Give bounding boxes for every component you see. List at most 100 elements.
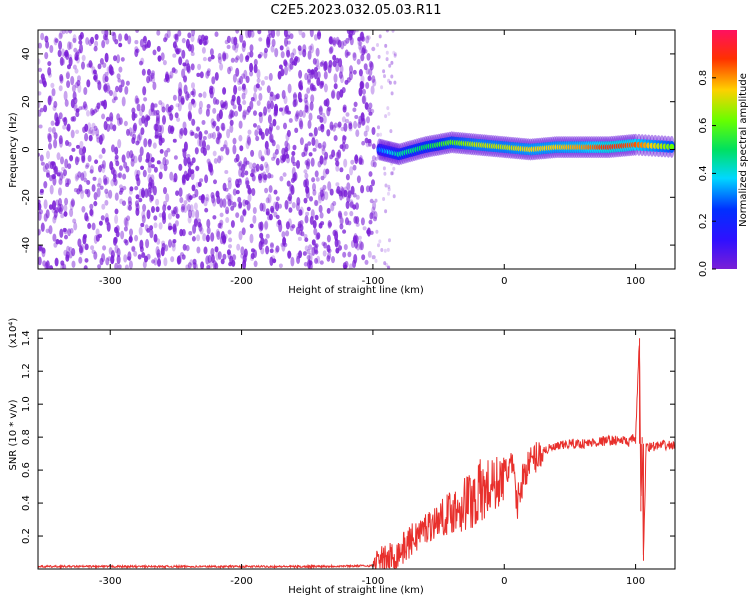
spectrogram-noise-cell xyxy=(156,160,161,165)
spectrogram-noise-cell xyxy=(265,211,270,216)
spectrogram-noise-cell xyxy=(52,216,57,224)
spectrogram-noise-cell xyxy=(360,217,365,226)
spectrogram-noise-cell xyxy=(43,181,48,189)
spectrogram-noise-cell xyxy=(242,40,247,48)
spectrogram-noise-cell xyxy=(59,203,64,212)
spectrogram-noise-cell xyxy=(280,51,285,59)
spectrogram-noise-cell xyxy=(54,112,59,122)
spectrogram-noise-cell xyxy=(275,245,280,253)
spectrogram-noise-cell xyxy=(264,47,268,54)
spectrogram-noise-cell xyxy=(371,155,376,162)
spectrogram-noise-cell xyxy=(319,61,324,67)
spectrogram-noise-cell xyxy=(150,179,155,189)
spectrogram-noise-cell xyxy=(354,115,359,119)
spectrogram-noise-cell xyxy=(247,136,252,146)
spectrogram-noise-cell xyxy=(304,172,309,179)
spectrogram-noise-cell xyxy=(156,252,161,260)
spectrogram-noise-cell xyxy=(58,177,63,185)
spectrogram-noise-cell xyxy=(198,130,203,141)
spectrogram-noise-cell xyxy=(145,158,150,163)
spectrogram-noise-cell xyxy=(115,85,119,93)
spectrogram-noise-cell xyxy=(217,56,222,64)
spectrogram-noise-cell xyxy=(212,97,217,105)
spectrogram-noise-cell xyxy=(368,219,373,225)
spectrogram-noise-cell xyxy=(264,220,269,230)
spectrogram-noise-cell xyxy=(312,58,317,65)
spectrogram-noise-cell xyxy=(317,33,321,40)
spectrogram-noise-cell xyxy=(338,71,343,79)
spectrogram-noise-cell xyxy=(268,126,273,135)
spectrogram-noise-cell xyxy=(188,209,192,219)
colorbar-tick-label: 0.6 xyxy=(698,118,709,134)
spectrogram-noise-cell xyxy=(122,173,127,180)
spectrogram-noise-cell xyxy=(236,243,241,251)
spectrogram-noise-cell xyxy=(238,120,243,129)
spectrogram-noise-cell xyxy=(271,139,276,147)
spectrogram-noise-cell xyxy=(250,149,255,157)
spectrogram-noise-cell xyxy=(123,161,128,169)
spectrogram-noise-cell xyxy=(219,198,224,208)
spectrogram-noise-cell xyxy=(299,120,304,130)
spectrogram-noise-cell xyxy=(82,101,87,109)
spectrogram-noise-cell xyxy=(313,34,318,41)
spectrogram-noise-cell xyxy=(115,160,120,167)
spectrogram-noise-cell xyxy=(178,56,183,66)
spectrogram-noise-cell xyxy=(129,228,133,237)
spectrogram-noise-cell xyxy=(365,35,370,44)
spectrogram-noise-cell xyxy=(109,112,114,122)
spectrogram-noise-cell xyxy=(45,40,50,49)
spectrogram-noise-cell xyxy=(187,167,192,178)
spectrogram-noise-cell xyxy=(150,194,154,202)
spectrogram-noise-cell xyxy=(319,212,324,219)
spectrogram-noise-cell xyxy=(204,207,209,213)
spectrogram-noise-cell xyxy=(287,250,292,259)
spectrogram-noise-cell xyxy=(225,206,230,214)
spectrogram-noise-cell xyxy=(55,238,60,245)
spectrogram-noise-cell xyxy=(134,40,139,45)
spectrogram-noise-cell xyxy=(236,183,240,188)
spectrogram-noise-cell xyxy=(358,157,363,165)
spectrogram-noise-cell xyxy=(337,210,342,218)
spectrogram-noise-cell xyxy=(83,233,87,240)
spectrogram-noise-cell xyxy=(344,260,349,268)
spectrogram-noise-cell xyxy=(185,245,190,252)
spectrogram-noise-cell xyxy=(128,260,133,269)
spectrogram-noise-cell xyxy=(312,189,317,196)
spectrogram-noise-cell xyxy=(198,138,203,148)
spectrogram-noise-cell xyxy=(168,239,172,248)
spectrogram-noise-cell xyxy=(284,140,289,148)
spectrogram-noise-cell xyxy=(89,127,94,135)
spectrogram-noise-cell xyxy=(96,183,101,188)
spectrogram-xtick-label: -300 xyxy=(99,276,122,287)
spectrogram-noise-cell xyxy=(352,164,357,171)
spectrogram-noise-cell xyxy=(124,33,129,41)
spectrogram-noise-cell xyxy=(383,171,387,176)
spectrogram-noise-cell xyxy=(222,253,227,260)
spectrogram-noise-cell xyxy=(99,185,104,190)
spectrogram-noise-cell xyxy=(345,118,349,124)
spectrogram-noise-cell xyxy=(278,222,283,233)
spectrogram-noise-cell xyxy=(56,170,61,177)
spectrogram-noise-cell xyxy=(87,155,92,162)
spectrogram-noise-cell xyxy=(213,158,218,164)
spectrogram-noise-cell xyxy=(169,171,174,181)
spectrogram-noise-cell xyxy=(187,32,192,39)
spectrogram-noise-cell xyxy=(63,116,68,126)
spectrogram-noise-cell xyxy=(75,111,80,118)
spectrogram-noise-cell xyxy=(303,261,308,267)
spectrogram-noise-cell xyxy=(212,120,217,127)
spectrogram-noise-cell xyxy=(118,42,123,48)
spectrogram-noise-cell xyxy=(172,239,177,244)
spectrogram-noise-cell xyxy=(365,125,370,133)
spectrogram-noise-cell xyxy=(114,146,119,155)
spectrogram-noise-cell xyxy=(105,116,110,122)
spectrogram-noise-cell xyxy=(259,166,264,171)
spectrogram-noise-cell xyxy=(102,73,107,84)
spectrogram-noise-cell xyxy=(39,154,44,162)
spectrogram-noise-cell xyxy=(199,178,204,183)
spectrogram-noise-cell xyxy=(141,210,146,219)
spectrogram-noise-cell xyxy=(344,143,349,150)
spectrogram-noise-cell xyxy=(366,229,371,235)
spectrogram-noise-cell xyxy=(162,156,167,166)
spectrogram-noise-cell xyxy=(150,174,155,183)
